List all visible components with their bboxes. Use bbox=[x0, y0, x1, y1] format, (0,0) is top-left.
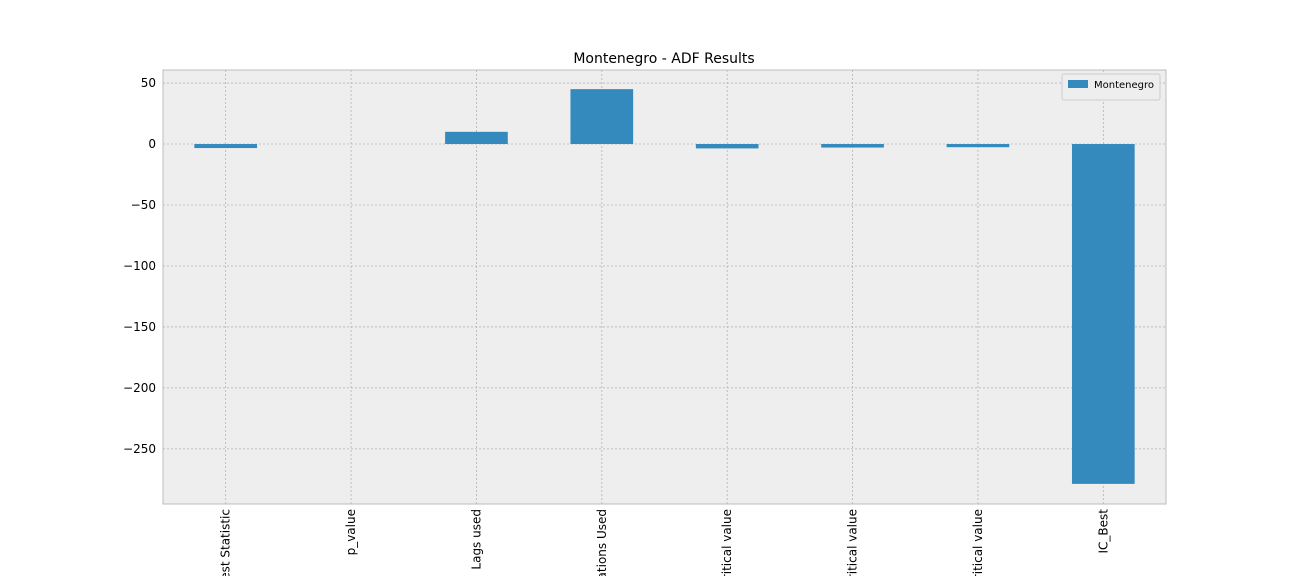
y-tick-label: −100 bbox=[123, 259, 156, 273]
x-tick-label: 5% Critical value bbox=[846, 509, 860, 576]
legend-swatch bbox=[1068, 80, 1088, 88]
bar bbox=[821, 144, 884, 148]
x-tick-label: IC_Best bbox=[1096, 509, 1110, 554]
plot-area bbox=[162, 69, 1167, 505]
bar bbox=[1071, 144, 1135, 484]
bar bbox=[445, 131, 508, 145]
legend-label: Montenegro bbox=[1094, 80, 1154, 91]
plot-area bbox=[162, 69, 1167, 505]
x-tick-label: Number of Observations Used bbox=[595, 509, 609, 576]
y-tick-label: −150 bbox=[123, 320, 156, 334]
y-tick-label: −250 bbox=[123, 442, 156, 456]
bar bbox=[194, 144, 258, 149]
bar bbox=[946, 144, 1010, 148]
x-tick-label: Test Statistic bbox=[219, 509, 233, 576]
bar bbox=[570, 89, 634, 145]
x-tick-label: 10% Critical value bbox=[971, 509, 985, 576]
y-tick-label: 0 bbox=[148, 137, 156, 151]
x-tick-label: Lags used bbox=[469, 509, 483, 570]
y-tick-label: −50 bbox=[131, 198, 156, 212]
x-tick-label: 1% Critical value bbox=[720, 509, 734, 576]
y-tick-label: −200 bbox=[123, 381, 156, 395]
bar bbox=[695, 144, 759, 149]
chart-title: Montenegro - ADF Results bbox=[573, 51, 754, 67]
x-tick-label: p_value bbox=[344, 509, 358, 555]
y-tick-label: 50 bbox=[141, 76, 156, 90]
